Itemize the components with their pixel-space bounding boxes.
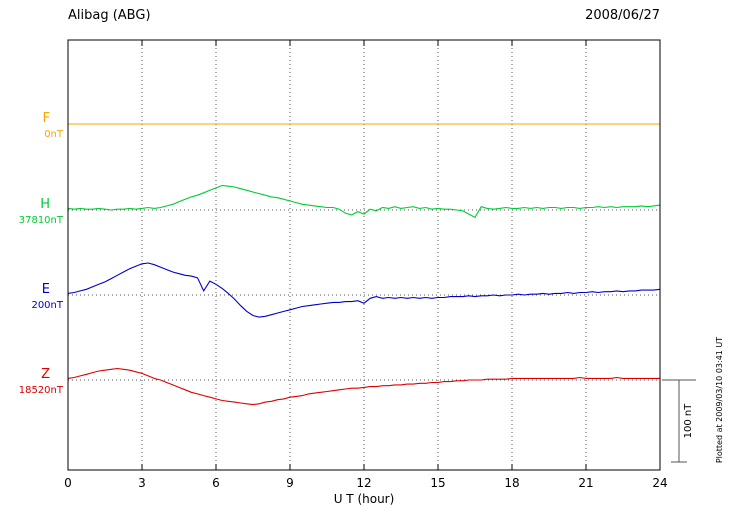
- channel-label-Z: Z: [41, 367, 50, 382]
- x-tick-label: 24: [652, 476, 667, 490]
- x-tick-label: 15: [430, 476, 445, 490]
- x-axis-label: U T (hour): [334, 492, 395, 506]
- channel-offset-E: 200nT: [31, 300, 63, 311]
- channel-offset-F: 0nT: [44, 129, 64, 140]
- channel-label-F: F: [43, 111, 50, 126]
- x-tick-label: 6: [212, 476, 220, 490]
- trace-H: [67, 184, 661, 219]
- channel-label-H: H: [40, 197, 50, 212]
- x-tick-label: 12: [356, 476, 371, 490]
- channel-offset-Z: 18520nT: [19, 385, 64, 396]
- scale-bar-label: 100 nT: [683, 403, 694, 439]
- trace-E: [67, 262, 661, 318]
- x-tick-label: 0: [64, 476, 72, 490]
- x-tick-label: 3: [138, 476, 146, 490]
- station-title: Alibag (ABG): [68, 8, 151, 23]
- x-tick-label: 18: [504, 476, 519, 490]
- axis-frame: [67, 39, 661, 471]
- x-tick-label: 9: [286, 476, 294, 490]
- channel-offset-H: 37810nT: [19, 215, 64, 226]
- x-tick-label: 21: [578, 476, 593, 490]
- trace-Z: [67, 367, 660, 406]
- channel-label-E: E: [42, 282, 50, 297]
- plot-date: 2008/06/27: [585, 8, 660, 23]
- plotted-at-note: Plotted at 2009/03/10 03:41 UT: [715, 337, 724, 463]
